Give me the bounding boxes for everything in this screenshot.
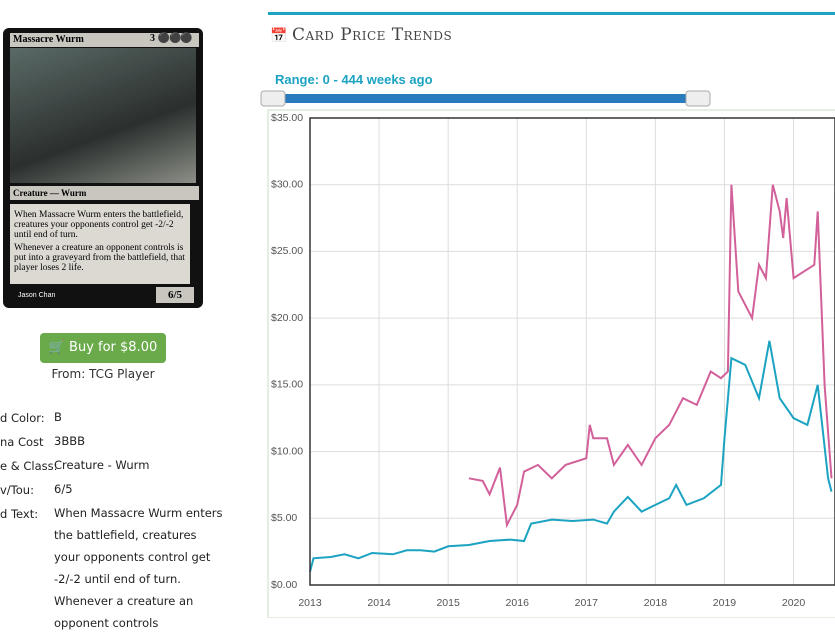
chart-panel [267, 109, 835, 618]
y-tick-label: $5.00 [271, 512, 297, 524]
detail-value: Creature - Wurm [54, 458, 150, 472]
y-tick-label: $30.00 [271, 178, 303, 190]
detail-label: na Cost [0, 435, 44, 449]
detail-label: v/Tou: [0, 483, 34, 497]
mana-cost: 3 ⚫⚫⚫ [150, 33, 193, 44]
page: Massacre Wurm 3 ⚫⚫⚫ Creature — Wurm When… [0, 12, 835, 630]
detail-value: 3BBB [54, 434, 85, 448]
y-tick-label: $35.00 [271, 112, 303, 124]
card-art [10, 48, 196, 183]
mana-generic: 3 [150, 33, 155, 44]
x-tick-label: 2020 [782, 597, 806, 609]
x-tick-label: 2013 [298, 597, 322, 609]
y-tick-label: $0.00 [271, 579, 297, 591]
header-rule [268, 12, 835, 15]
x-tick-label: 2017 [575, 597, 599, 609]
detail-label: d Text: [0, 507, 39, 521]
detail-label: e & Class: [0, 459, 58, 473]
x-tick-label: 2014 [367, 597, 391, 609]
price-line [309, 340, 833, 572]
card-name: Massacre Wurm [10, 33, 199, 47]
range-label: Range: 0 - 444 weeks ago [275, 72, 433, 87]
plot-frame [309, 117, 835, 586]
x-tick-label: 2019 [713, 597, 737, 609]
detail-label: d Color: [0, 411, 45, 425]
card-pt: 6/5 [156, 287, 194, 303]
card-artist: Jason Chan [18, 292, 56, 299]
card-rules: When Massacre Wurm enters the battlefiel… [10, 204, 190, 284]
price-line [468, 184, 833, 529]
detail-value: 6/5 [54, 482, 73, 496]
buy-source: From: TCG Player [51, 367, 155, 381]
x-tick-label: 2016 [506, 597, 530, 609]
y-tick-label: $15.00 [271, 379, 303, 391]
calendar-icon: 📅 [270, 28, 288, 44]
buy-label[interactable]: Buy for $8.00 [69, 340, 158, 355]
slider-track [266, 94, 710, 103]
y-tick-label: $20.00 [271, 312, 303, 324]
y-tick-label: $10.00 [271, 445, 303, 457]
chart: $0.00 $5.00 $10.00 $15.00 $20.00 $25.00 $30.00… [260, 90, 835, 618]
slider-handle[interactable] [260, 90, 286, 107]
buy-button[interactable]: 🛒 Buy for $8.00 [40, 333, 166, 363]
x-tick-label: 2015 [436, 597, 460, 609]
rule: When Massacre Wurm enters the battlefiel… [14, 210, 184, 240]
section-title: Card Price Trends [292, 25, 453, 45]
rule: Whenever a creature an opponent controls… [14, 243, 185, 273]
plot-area [310, 118, 835, 585]
y-tick-label: $25.00 [271, 245, 303, 257]
slider-handle[interactable] [685, 90, 711, 107]
detail-value: B [54, 410, 62, 424]
card-type: Creature — Wurm [10, 186, 199, 200]
x-tick-label: 2018 [644, 597, 668, 609]
